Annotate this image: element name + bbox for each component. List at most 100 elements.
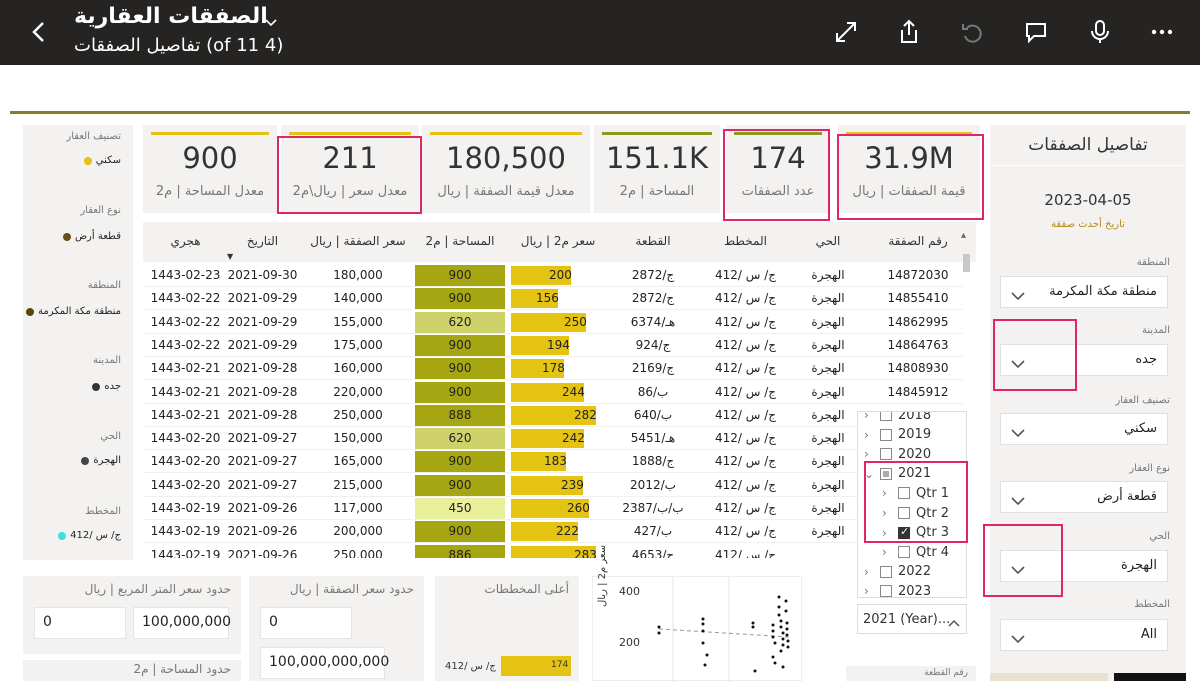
more-icon[interactable] bbox=[1146, 16, 1178, 48]
chevron-right-icon[interactable]: › bbox=[864, 427, 869, 442]
back-icon[interactable] bbox=[20, 14, 56, 50]
ppm-data-bar bbox=[511, 335, 569, 355]
date-hierarchy-item[interactable]: › 2018 bbox=[864, 411, 931, 424]
ppm-max-input[interactable]: 100,000,000 bbox=[133, 607, 231, 639]
table-row[interactable]: 14808930 الهجرة ج/ س /412 ج/2169 178 900 160,0… bbox=[143, 357, 963, 381]
cell-area-value: 900 bbox=[448, 454, 472, 469]
scatter-y-tick-200: 200 bbox=[619, 636, 640, 649]
table-row[interactable]: الهجرة ج/ س /412 ب/427 222 900 200,000 2021-09… bbox=[143, 520, 963, 544]
slicer-type[interactable]: قطعة أرض bbox=[1000, 481, 1168, 513]
table-row[interactable]: 14872030 الهجرة ج/ س /412 ج/2872 200 900 180,0… bbox=[143, 264, 963, 287]
date-hierarchy-item[interactable]: › 2022 bbox=[864, 563, 931, 581]
ppm-min-input[interactable]: 0 bbox=[34, 607, 126, 639]
slicer-city[interactable]: جده bbox=[1000, 344, 1168, 376]
col-hijri[interactable]: هجري bbox=[170, 234, 201, 248]
date-hierarchy-dropdown[interactable]: 2021 (Year)... bbox=[857, 604, 967, 634]
checkbox[interactable] bbox=[880, 412, 892, 421]
cell-hijri: 1443-02-21 bbox=[150, 361, 221, 376]
checkbox[interactable] bbox=[880, 565, 892, 578]
share-icon[interactable] bbox=[893, 16, 925, 48]
chevron-right-icon[interactable]: › bbox=[882, 486, 887, 501]
price-min-input[interactable]: 0 bbox=[260, 607, 352, 639]
table-row[interactable]: الهجرة ج/ س /412 ب/ب/2387 260 450 117,000 2021… bbox=[143, 497, 963, 520]
scroll-up-icon[interactable]: ▴ bbox=[961, 230, 967, 241]
table-scrollbar[interactable] bbox=[963, 254, 970, 272]
ppm-data-bar bbox=[511, 499, 589, 518]
table-row[interactable]: 14864763 الهجرة ج/ س /412 ج/924 194 900 175,00… bbox=[143, 334, 963, 357]
chevron-right-icon[interactable]: › bbox=[864, 584, 869, 598]
col-price-per-m2[interactable]: سعر م2 | ريال bbox=[520, 234, 596, 248]
panel-footer-button[interactable] bbox=[990, 673, 1108, 681]
col-deal-no[interactable]: رقم الصفقة bbox=[888, 234, 948, 248]
checkbox[interactable] bbox=[880, 448, 892, 461]
col-date[interactable]: التاريخ bbox=[246, 234, 279, 248]
cell-parcel: هـ/6374 bbox=[630, 314, 676, 329]
checkbox[interactable] bbox=[898, 507, 910, 519]
date-hierarchy-item[interactable]: ⌄ 2021 bbox=[864, 465, 931, 483]
kpi-label: قيمة الصفقات | ريال bbox=[852, 184, 966, 199]
cell-plan: ج/ س /412 bbox=[714, 361, 776, 376]
table-row[interactable]: ج/ س /412 ج/4653 283 886 250,000 2021-09-26 14… bbox=[143, 544, 963, 558]
checkbox[interactable] bbox=[880, 585, 892, 597]
slicer-plan[interactable]: All bbox=[1000, 619, 1168, 651]
cell-area: 888 bbox=[415, 404, 505, 426]
date-hierarchy-item[interactable]: › Qtr 2 bbox=[882, 504, 949, 522]
checkbox[interactable] bbox=[898, 525, 910, 539]
chevron-down-icon[interactable]: ⌄ bbox=[864, 466, 875, 481]
table-row[interactable]: الهجرة ج/ س /412 ب/640 282 888 250,000 2021-09… bbox=[143, 404, 963, 427]
slicer-class[interactable]: سكني bbox=[1000, 413, 1168, 445]
col-district[interactable]: الحي bbox=[815, 234, 841, 248]
legend-district: الهجرة bbox=[81, 455, 121, 466]
table-row[interactable]: 14855410 الهجرة ج/ س /412 ج/2872 156 900 140,0… bbox=[143, 287, 963, 311]
col-plan[interactable]: المخطط bbox=[724, 234, 767, 248]
chevron-right-icon[interactable]: › bbox=[864, 411, 869, 422]
checkbox[interactable] bbox=[898, 546, 910, 559]
table-row[interactable]: 14862995 الهجرة ج/ س /412 هـ/6374 250 620 155,… bbox=[143, 311, 963, 334]
slicer-district[interactable]: الهجرة bbox=[1000, 550, 1168, 582]
cell-hijri: 1443-02-20 bbox=[150, 431, 221, 446]
chevron-right-icon[interactable]: › bbox=[882, 525, 887, 540]
undo-icon[interactable] bbox=[956, 16, 988, 48]
cell-date: 2021-09-27 bbox=[227, 477, 298, 492]
table-row[interactable]: الهجرة ج/ س /412 هـ/5451 242 620 150,000 2021-… bbox=[143, 427, 963, 451]
chevron-right-icon[interactable]: › bbox=[882, 545, 887, 560]
checkbox[interactable] bbox=[880, 428, 892, 441]
panel-footer-button-dark[interactable] bbox=[1114, 673, 1186, 681]
checkbox[interactable] bbox=[880, 467, 892, 480]
cell-hijri: 1443-02-23 bbox=[150, 268, 221, 282]
price-max-input[interactable]: 100,000,000,000 bbox=[260, 647, 389, 679]
date-hierarchy-item[interactable]: › 2023 bbox=[864, 582, 931, 598]
top-plan-bar[interactable] bbox=[501, 656, 571, 676]
chevron-right-icon[interactable]: › bbox=[882, 506, 887, 520]
legend-property-class-label: تصنيف العقار bbox=[66, 131, 121, 142]
table-row[interactable]: الهجرة ج/ س /412 ب/2012 239 900 215,000 2021-0… bbox=[143, 474, 963, 497]
date-hierarchy-item[interactable]: › Qtr 4 bbox=[882, 543, 949, 561]
slicer-region[interactable]: منطقة مكة المكرمة bbox=[1000, 276, 1168, 308]
kpi-accent-bar bbox=[602, 132, 712, 135]
checkbox[interactable] bbox=[898, 487, 910, 500]
scatter-plot[interactable] bbox=[593, 577, 803, 682]
col-area[interactable]: المساحة | م2 bbox=[425, 234, 495, 248]
kpi-total-area: 151.1K المساحة | م2 bbox=[594, 125, 720, 213]
date-hierarchy-item[interactable]: › Qtr 3 bbox=[882, 524, 949, 542]
cell-deal-no: 14862995 bbox=[887, 314, 949, 329]
chevron-down-icon[interactable] bbox=[265, 12, 277, 31]
microphone-icon[interactable] bbox=[1084, 16, 1116, 48]
highlight-deal-count bbox=[723, 129, 830, 221]
date-hierarchy-item[interactable]: › 2020 bbox=[864, 445, 931, 463]
date-hierarchy-item[interactable]: › 2019 bbox=[864, 426, 931, 444]
date-hierarchy-item[interactable]: › Qtr 1 bbox=[882, 484, 949, 502]
ppm-data-bar bbox=[511, 266, 571, 285]
table-row[interactable]: الهجرة ج/ س /412 ج/1888 183 900 165,000 2021-0… bbox=[143, 450, 963, 474]
chevron-right-icon[interactable]: › bbox=[864, 564, 869, 579]
expand-icon[interactable] bbox=[830, 16, 862, 48]
col-deal-price[interactable]: سعر الصفقة | ريال bbox=[310, 234, 406, 248]
cell-area: 900 bbox=[415, 288, 505, 310]
table-row[interactable]: 14845912 الهجرة ج/ س /412 ب/86 244 900 220,000… bbox=[143, 381, 963, 404]
cell-district: الهجرة bbox=[811, 384, 845, 399]
cell-hijri: 1443-02-22 bbox=[150, 314, 221, 329]
comment-icon[interactable] bbox=[1020, 16, 1052, 48]
cell-parcel: ب/ب/2387 bbox=[622, 501, 684, 515]
col-parcel[interactable]: القطعة bbox=[635, 234, 671, 248]
chevron-right-icon[interactable]: › bbox=[864, 447, 869, 462]
